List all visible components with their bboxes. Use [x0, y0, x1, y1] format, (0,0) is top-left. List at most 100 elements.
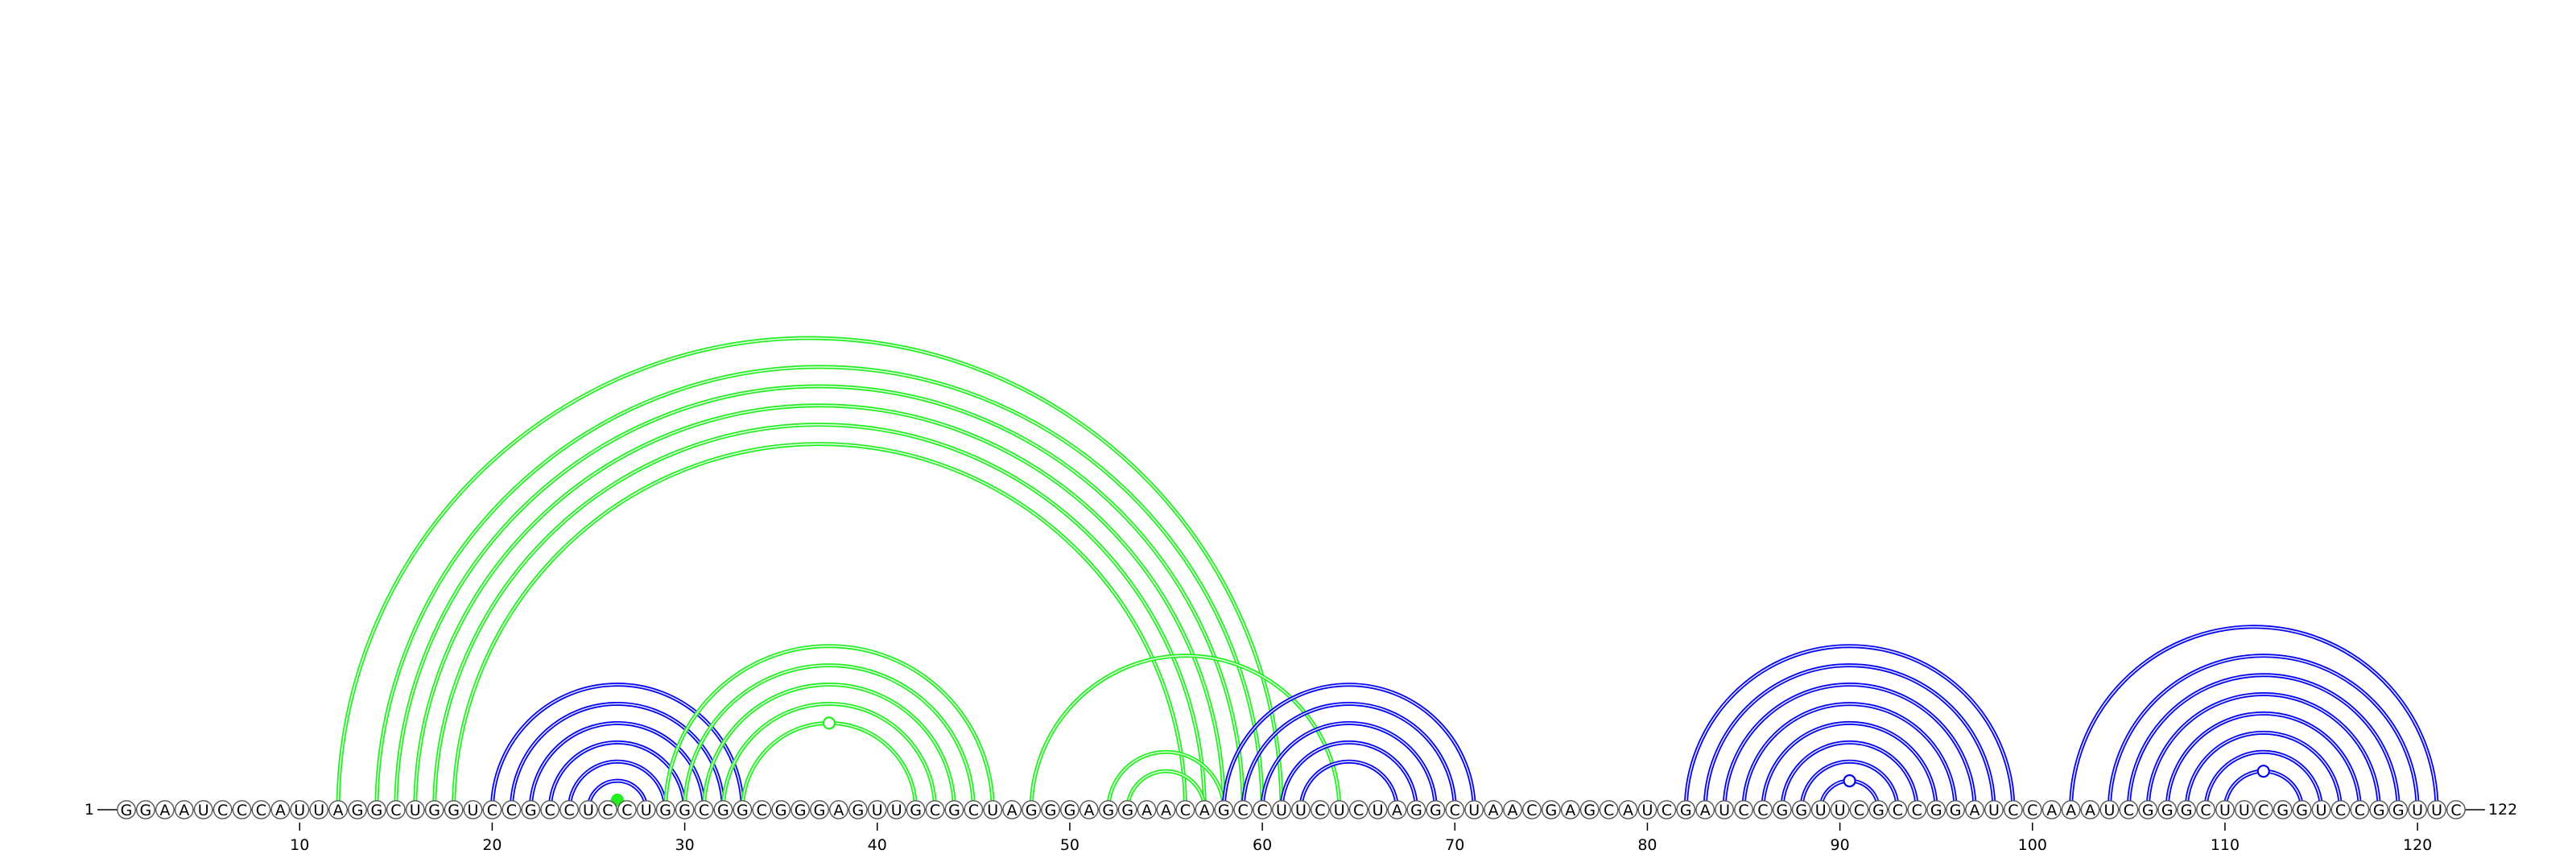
nucleotide-letter: A [275, 802, 286, 819]
nucleotide: C [1753, 800, 1773, 819]
nucleotide-circle [1907, 800, 1927, 819]
base-pair-arcs [336, 336, 2437, 811]
nucleotide-letter: G [852, 802, 864, 819]
nucleotide: U [2311, 800, 2331, 819]
nucleotide: C [1348, 800, 1368, 819]
tick-label: 120 [2403, 836, 2432, 854]
nucleotide-circle [925, 800, 945, 819]
nucleotide: A [1137, 800, 1157, 819]
tick-label: 100 [2018, 836, 2047, 854]
nucleotide: C [964, 800, 984, 819]
nucleotide-letter: G [1410, 802, 1422, 819]
nucleotide-circle [1291, 800, 1311, 819]
nucleotide-circle [1618, 800, 1638, 819]
nucleotide-letter: U [872, 802, 883, 819]
sequence-end-label: 122 [2488, 801, 2517, 819]
nucleotide-letter: G [2181, 802, 2193, 819]
nucleotide: G [136, 800, 155, 819]
nucleotide-circle [579, 800, 598, 819]
nucleotide-circle [2099, 800, 2120, 819]
base-pair-arc-highlight [1107, 751, 1225, 811]
nucleotide-letter: G [2142, 802, 2154, 819]
nucleotide: G [1098, 800, 1118, 819]
nucleotide-circle [1637, 800, 1657, 819]
nucleotide-circle [2427, 800, 2446, 819]
nucleotide-letter: U [987, 802, 998, 819]
nucleotide-circle [2080, 800, 2100, 819]
nucleotide-letter: U [1641, 802, 1653, 819]
nucleotide-circle [424, 800, 444, 819]
nucleotide: U [1291, 800, 1311, 819]
nucleotide-circle [675, 800, 695, 819]
loop-marker-icon [2256, 765, 2270, 778]
nucleotide: C [1175, 800, 1195, 819]
nucleotide-letter: G [1930, 802, 1942, 819]
nucleotide: G [771, 800, 791, 819]
nucleotide-letter: C [2124, 802, 2134, 819]
nucleotide-letter: U [2412, 802, 2423, 819]
nucleotide-letter: C [217, 802, 228, 819]
nucleotide-circle [540, 800, 560, 819]
nucleotide-letter: C [256, 802, 266, 819]
nucleotide-letter: G [1102, 802, 1114, 819]
nucleotide-circle [1368, 800, 1388, 819]
nucleotide-letter: U [1276, 802, 1287, 819]
nucleotide-circle [2041, 800, 2062, 819]
base-pair-arc-highlight [1781, 741, 1918, 811]
base-pair-arc-highlight [549, 741, 686, 811]
nucleotide: A [1195, 800, 1215, 819]
nucleotide: A [155, 800, 175, 819]
nucleotide: G [675, 800, 695, 819]
nucleotide: G [2388, 800, 2409, 819]
nucleotide-letter: U [2431, 802, 2442, 819]
nucleotide: U [193, 800, 213, 819]
nucleotide-letter: C [1738, 802, 1748, 819]
nucleotide-circle [1445, 800, 1465, 819]
base-pair-arc-highlight [588, 780, 647, 811]
nucleotide-circle [1253, 800, 1273, 819]
base-pair-arc-highlight [2186, 732, 2342, 811]
nucleotide-circle [232, 800, 252, 819]
nucleotide-letter: G [140, 802, 152, 819]
nucleotide-circle [1406, 800, 1426, 819]
nucleotide: G [521, 800, 541, 819]
nucleotide-letter: C [1315, 802, 1325, 819]
nucleotide: C [559, 800, 579, 819]
base-pair-arc-highlight [1704, 664, 1995, 811]
nucleotide-circle [213, 800, 233, 819]
nucleotide-letter: C [1450, 802, 1460, 819]
nucleotide: C [752, 800, 772, 819]
nucleotide-circle [2388, 800, 2409, 819]
nucleotide-circle [867, 800, 887, 819]
nucleotide-letter: C [1238, 802, 1249, 819]
nucleotide-circle [1022, 800, 1041, 819]
nucleotide: A [1079, 800, 1099, 819]
nucleotide: G [367, 800, 386, 819]
base-pair-arc-highlight [491, 683, 744, 811]
nucleotide: U [405, 800, 425, 819]
nucleotide: C [1233, 800, 1253, 819]
nucleotide-circle [367, 800, 386, 819]
nucleotide-circle [2234, 800, 2254, 819]
nucleotide-circle [791, 800, 810, 819]
nucleotide-circle [2369, 800, 2389, 819]
nucleotide-letter: U [1719, 802, 1730, 819]
base-pair-arc-highlight [1300, 761, 1398, 811]
base-pair-arc-highlight [1743, 703, 1956, 811]
nucleotide-circle [1079, 800, 1099, 819]
nucleotide: A [1156, 800, 1176, 819]
nucleotide-circle [2446, 800, 2466, 819]
nucleotide: U [1810, 800, 1831, 819]
nucleotide-circle [2350, 800, 2370, 819]
nucleotide-letter: G [679, 802, 691, 819]
nucleotide-circle [598, 800, 617, 819]
nucleotide-letter: U [1815, 802, 1827, 819]
nucleotide: A [328, 800, 348, 819]
nucleotide-letter: C [757, 802, 767, 819]
nucleotide: U [2234, 800, 2254, 819]
nucleotide: U [1830, 800, 1850, 819]
nucleotide: U [2408, 800, 2428, 819]
nucleotide-letter: U [1835, 802, 1846, 819]
nucleotide-circle [983, 800, 1003, 819]
base-pair-arc [413, 403, 1226, 811]
